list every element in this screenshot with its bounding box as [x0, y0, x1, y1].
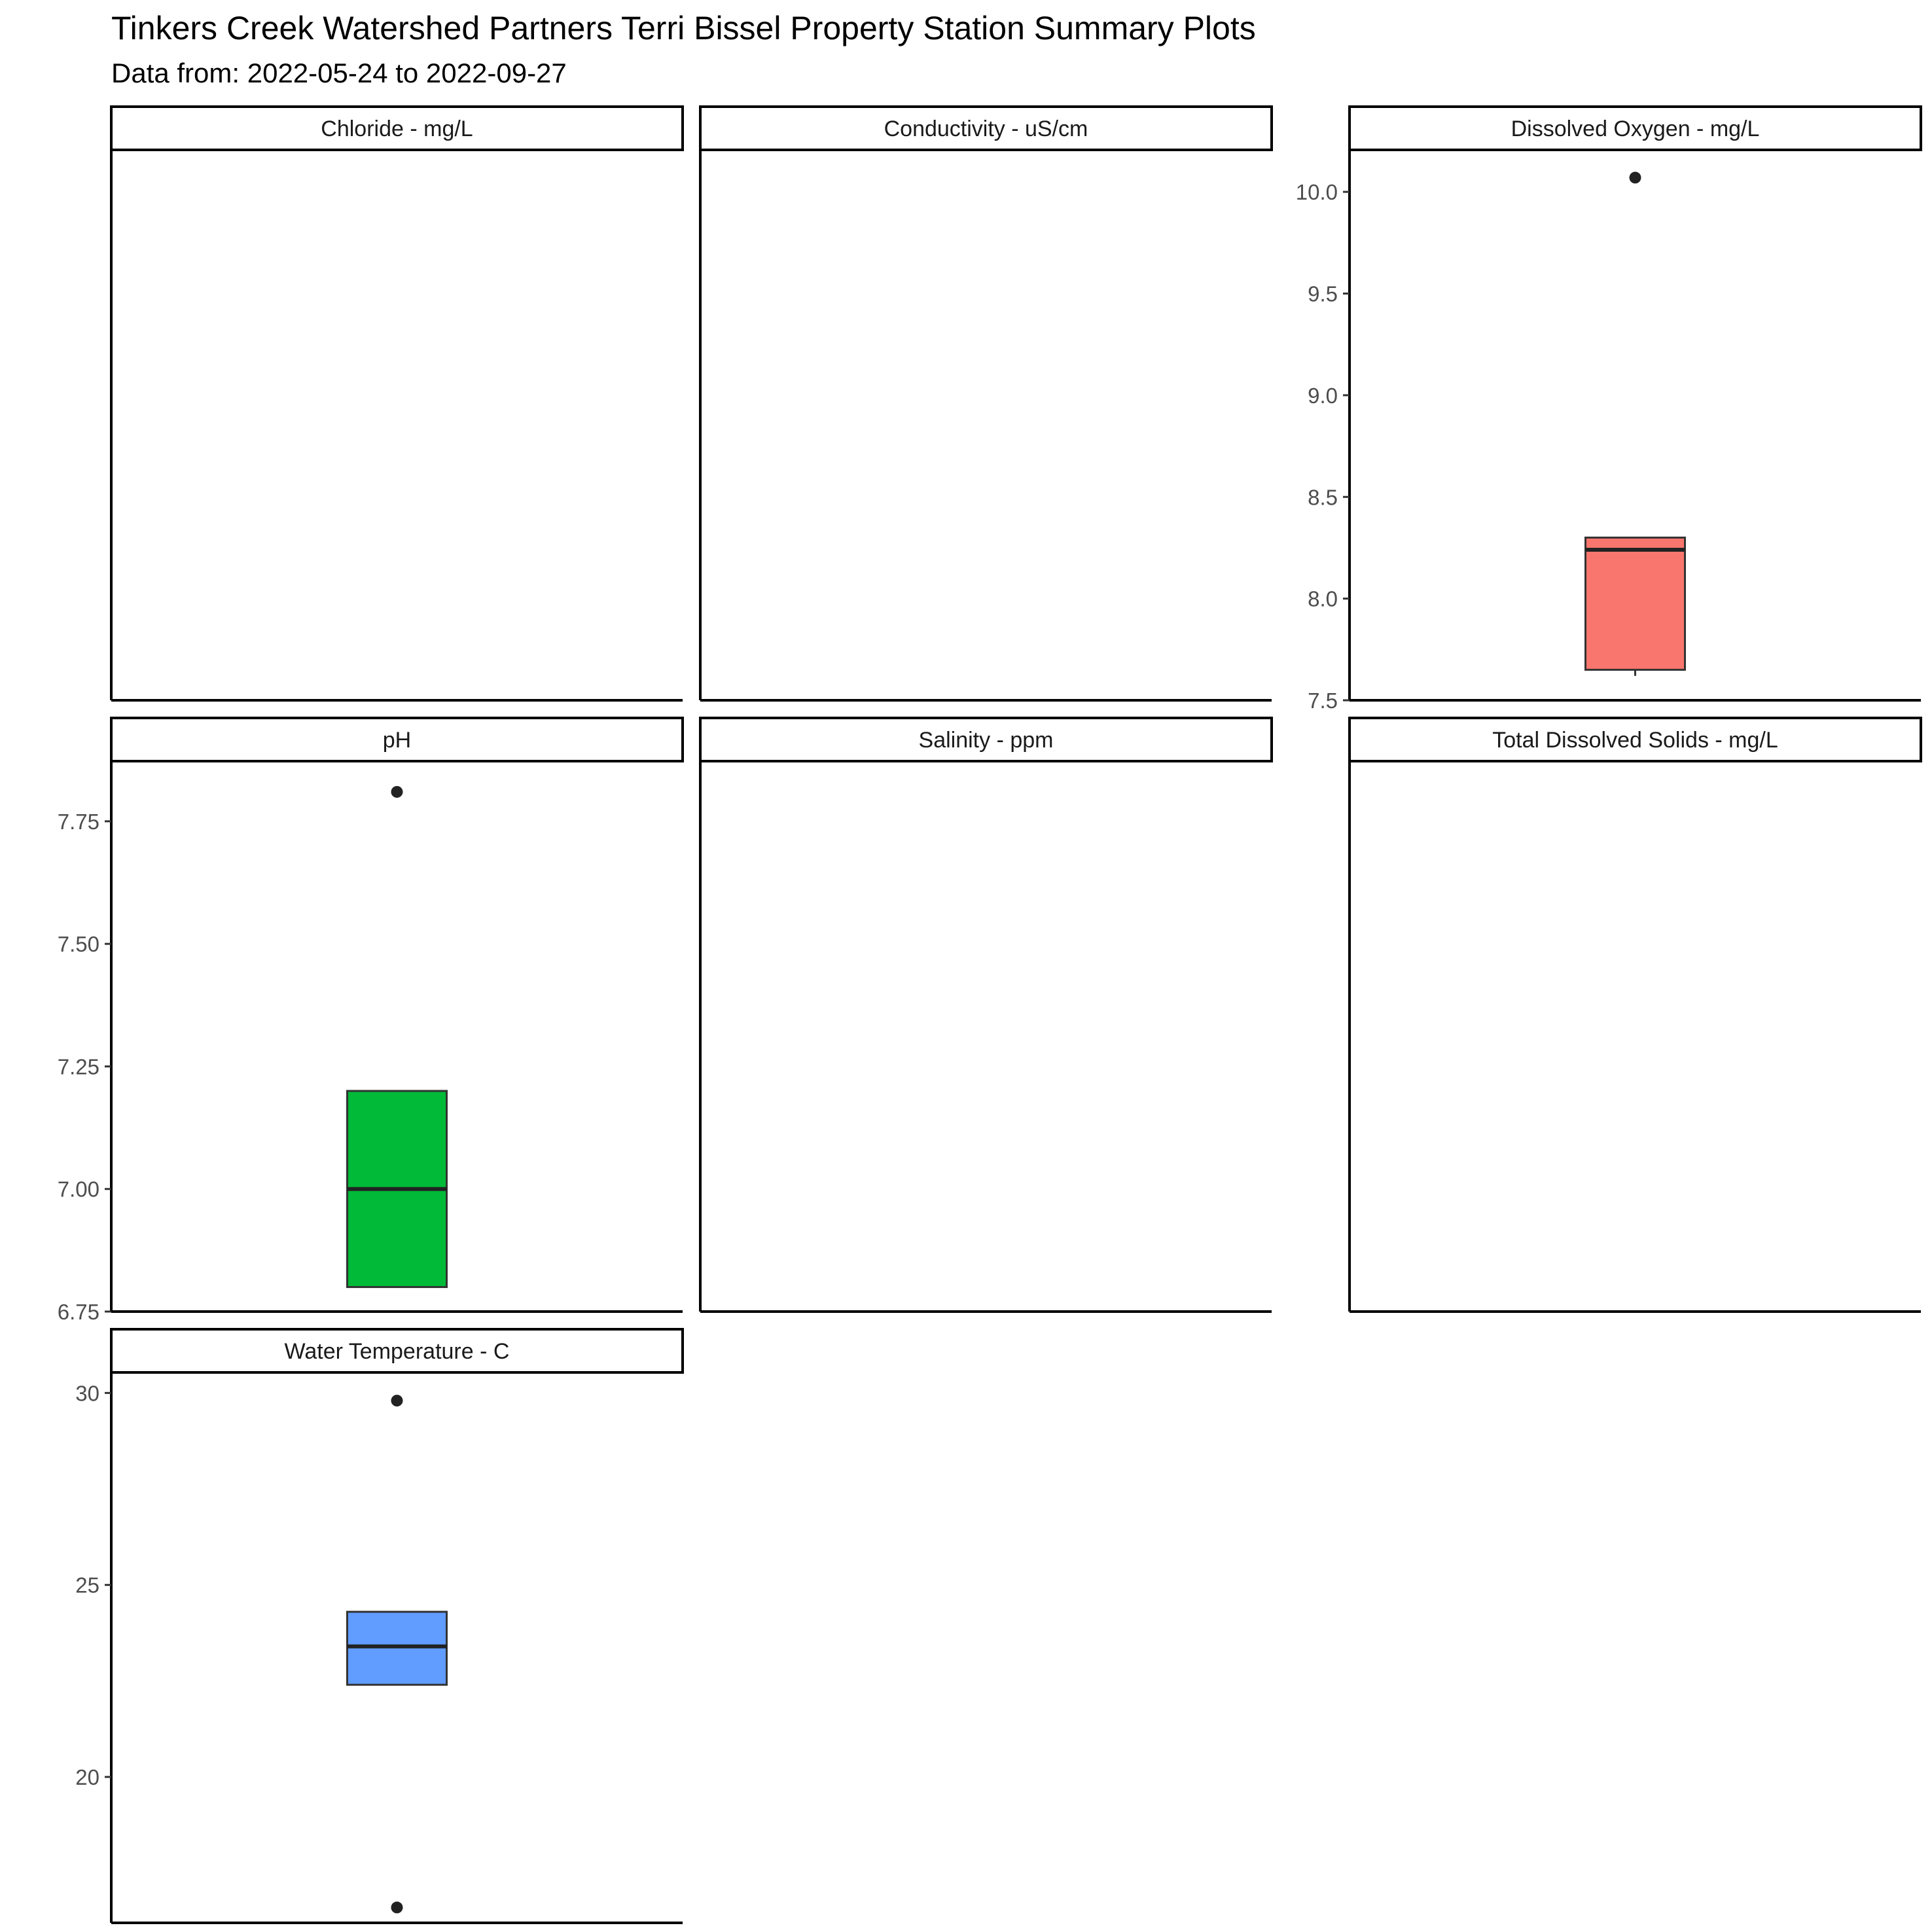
y-tick-label: 9.0 [1308, 384, 1338, 408]
outlier-point [391, 785, 403, 798]
y-tick-label: 30 [75, 1381, 99, 1405]
facet-strip [1348, 105, 1922, 151]
facet-panel: Water Temperature - C 20 25 30 [75, 1328, 684, 1924]
facet-panel: Dissolved Oxygen - mg/L 7.5 8.0 8.5 9.0 9.5 10… [1296, 105, 1922, 713]
y-tick-label: 20 [75, 1765, 99, 1789]
facet-strip [110, 1328, 684, 1374]
chart-subtitle: Data from: 2022-05-24 to 2022-09-27 [111, 58, 567, 88]
y-tick-label: 7.50 [58, 932, 99, 956]
facet-panel: Chloride - mg/L [110, 105, 684, 702]
facet-strip-label: Conductivity - uS/cm [884, 116, 1088, 141]
y-tick-label: 25 [75, 1573, 99, 1598]
y-tick-label: 7.00 [58, 1177, 99, 1202]
facet-strip-label: pH [383, 728, 411, 753]
facet-panel: Salinity - ppm [699, 717, 1273, 1313]
outlier-point [391, 1901, 403, 1914]
facet-panel: Total Dissolved Solids - mg/L [1348, 717, 1922, 1313]
y-tick-label: 7.25 [58, 1054, 99, 1079]
facet-strip [110, 717, 684, 762]
facet-strip-label: Dissolved Oxygen - mg/L [1511, 116, 1760, 141]
y-tick-label: 7.5 [1308, 689, 1338, 713]
chart-title: Tinkers Creek Watershed Partners Terri B… [111, 10, 1256, 46]
y-tick-label: 6.75 [58, 1300, 99, 1324]
y-tick-label: 8.5 [1308, 485, 1338, 509]
y-tick-label: 7.75 [58, 810, 99, 834]
box-iqr [1584, 536, 1686, 671]
y-tick-label: 9.5 [1308, 282, 1338, 306]
facet-panel: pH 6.75 7.00 7.25 7.50 7.75 [58, 717, 684, 1324]
facet-strip-label: Salinity - ppm [919, 728, 1054, 753]
facet-strip-label: Chloride - mg/L [321, 116, 473, 141]
facet-strip [699, 717, 1273, 762]
facet-panel: Conductivity - uS/cm [699, 105, 1273, 702]
outlier-point [391, 1395, 403, 1407]
facet-strip [110, 105, 684, 151]
facet-strip [699, 105, 1273, 151]
y-tick-label: 8.0 [1308, 587, 1338, 611]
facet-strip [1348, 717, 1922, 762]
y-tick-label: 10.0 [1296, 180, 1338, 204]
outlier-point [1629, 171, 1641, 184]
facet-strip-label: Water Temperature - C [285, 1339, 510, 1364]
facet-strip-label: Total Dissolved Solids - mg/L [1492, 728, 1778, 753]
